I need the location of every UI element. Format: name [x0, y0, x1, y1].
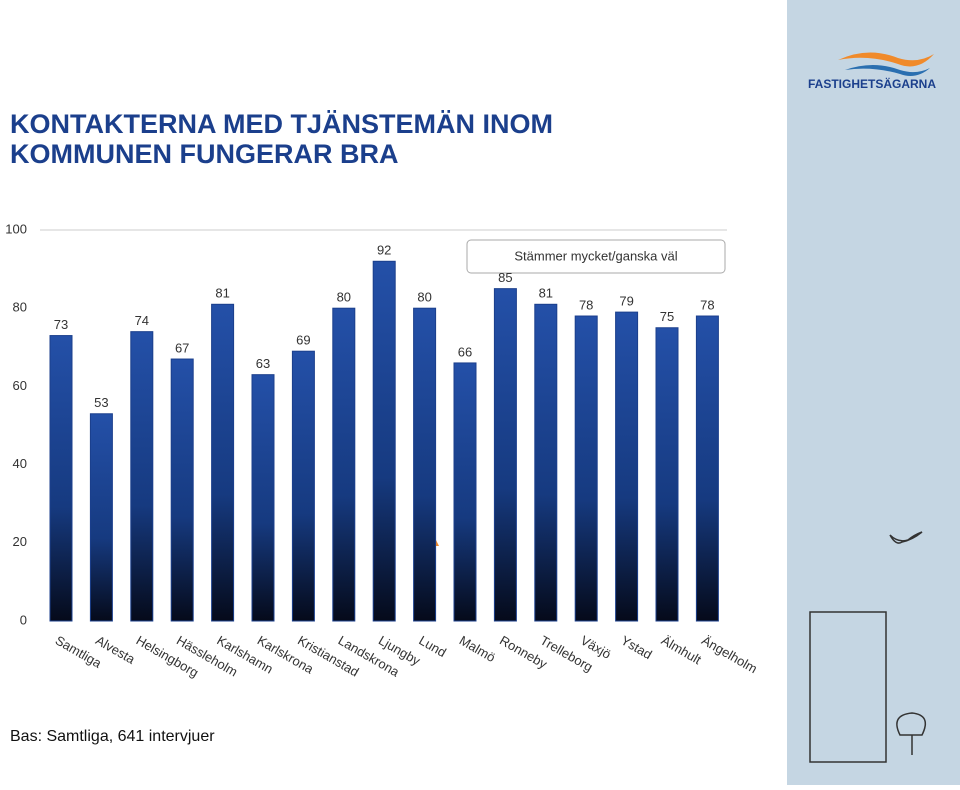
- value-label: 63: [256, 356, 270, 371]
- value-label: 81: [539, 286, 553, 301]
- bar: [534, 303, 558, 622]
- building-icon: [809, 531, 927, 763]
- bar: [130, 331, 154, 622]
- y-tick-label: 0: [20, 612, 27, 627]
- value-label: 69: [296, 333, 310, 348]
- y-tick-label: 60: [13, 378, 27, 393]
- value-label: 75: [660, 309, 674, 324]
- legend: [466, 239, 726, 274]
- footnote: Bas: Samtliga, 641 intervjuer: [10, 728, 215, 745]
- bar: [49, 335, 73, 622]
- value-label: 80: [417, 290, 431, 305]
- value-label: 81: [215, 286, 229, 301]
- value-label: 67: [175, 340, 189, 355]
- bar: [251, 374, 275, 622]
- bar: [291, 350, 315, 622]
- bar: [332, 307, 356, 622]
- value-label: 78: [700, 297, 714, 312]
- value-label: 74: [135, 313, 149, 328]
- value-label: 80: [337, 290, 351, 305]
- value-label: 79: [619, 294, 633, 309]
- bar: [493, 288, 517, 622]
- x-tick-label: Älmhult: [659, 633, 704, 668]
- value-label: 85: [498, 270, 512, 285]
- chart-title: KONTAKTERNA MED TJÄNSTEMÄN INOM KOMMUNEN …: [10, 109, 553, 169]
- x-tick-label: Ängelholm: [699, 633, 760, 677]
- bar: [372, 260, 396, 622]
- y-tick-label: 20: [13, 534, 27, 549]
- value-label: 92: [377, 243, 391, 258]
- y-tick-label: 40: [13, 456, 27, 471]
- bar: [89, 413, 113, 622]
- legend-label: Stämmer mycket/ganska väl: [514, 248, 677, 263]
- bar: [211, 303, 235, 622]
- bar: [574, 315, 598, 622]
- bar: [695, 315, 719, 622]
- logo-text: FASTIGHETSÄGARNA: [808, 76, 936, 91]
- value-label: 78: [579, 297, 593, 312]
- logo-mark: [838, 52, 934, 67]
- value-label: 53: [94, 395, 108, 410]
- bar: [413, 307, 437, 622]
- side-panel: [787, 0, 960, 785]
- bar: [615, 311, 639, 622]
- bar: [453, 362, 477, 622]
- x-tick-label: Malmö: [457, 633, 498, 665]
- x-tick-label: Ystad: [618, 633, 654, 663]
- y-tick-label: 80: [13, 300, 27, 315]
- bar: [170, 358, 194, 622]
- value-label: 66: [458, 344, 472, 359]
- y-tick-label: 100: [5, 221, 27, 236]
- value-label: 73: [54, 317, 68, 332]
- logo-mark: [845, 65, 930, 76]
- bar: [655, 327, 679, 622]
